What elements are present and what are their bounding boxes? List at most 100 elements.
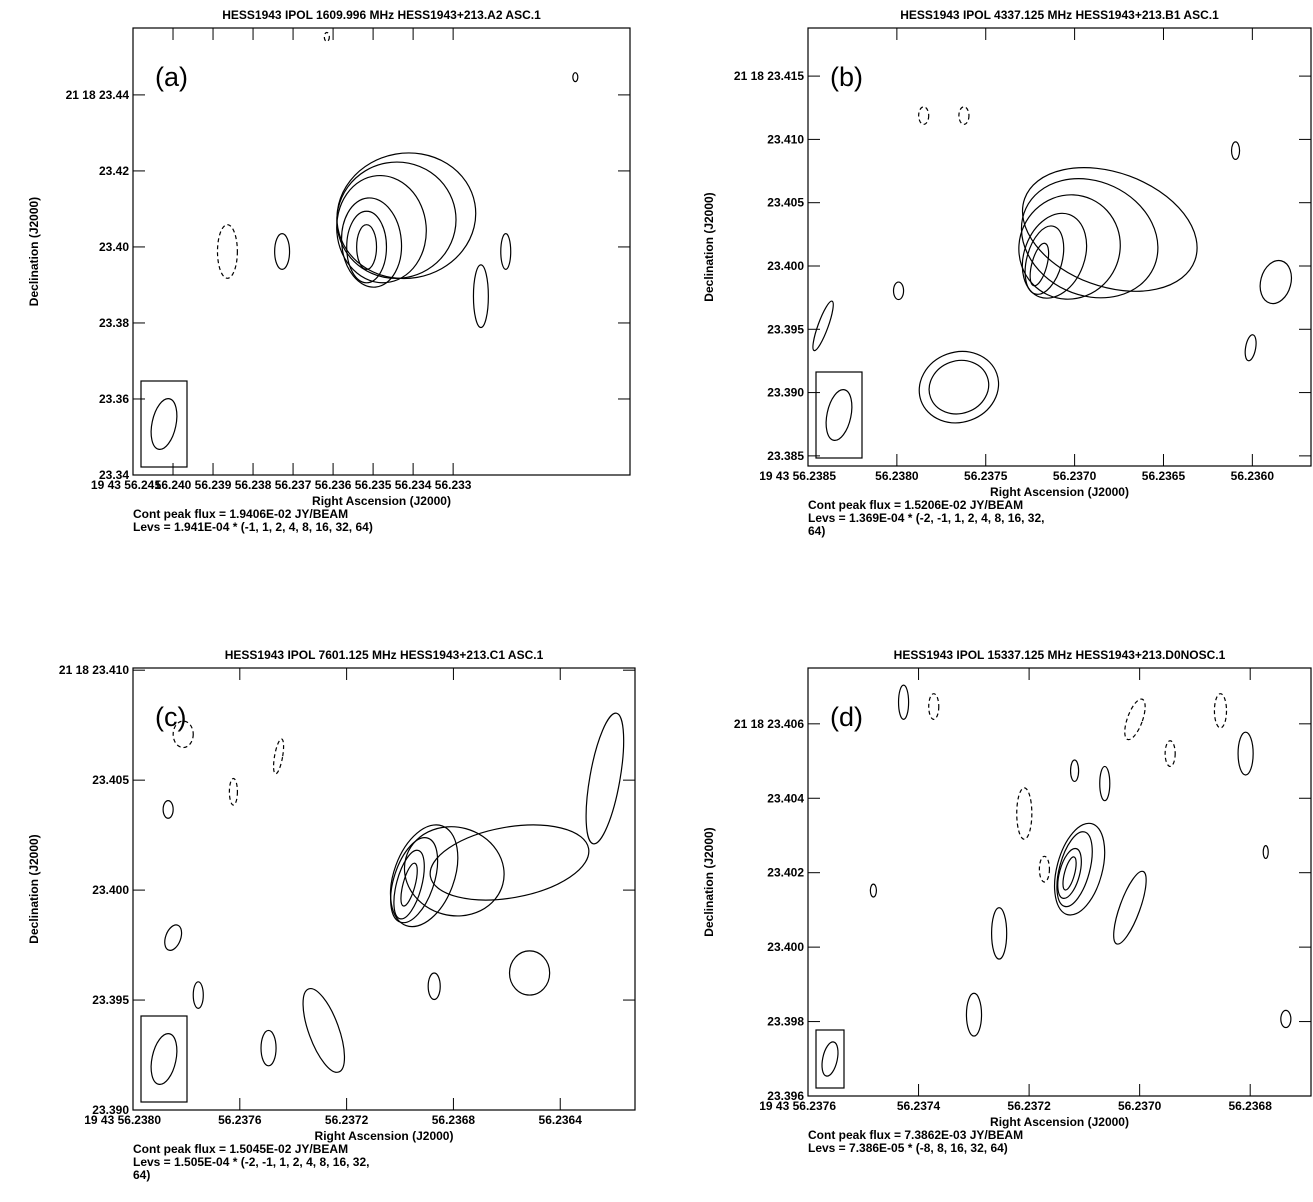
y-axis-label: Declination (J2000) — [27, 834, 41, 943]
contour — [260, 1029, 277, 1067]
beam — [821, 1041, 839, 1077]
contour — [572, 72, 579, 83]
peak-flux: Cont peak flux = 7.3862E-03 JY/BEAM — [808, 1128, 1023, 1142]
contour — [928, 359, 990, 415]
levels: 64) — [808, 524, 825, 538]
panel-title: HESS1943 IPOL 15337.125 MHz HESS1943+213… — [894, 648, 1226, 662]
y-tick-label: 23.385 — [767, 449, 804, 463]
contour — [1262, 845, 1269, 860]
y-tick-label: 23.36 — [99, 392, 129, 406]
y-tick-label: 23.390 — [767, 386, 804, 400]
panel: HESS1943 IPOL 15337.125 MHz HESS1943+213… — [702, 648, 1312, 1155]
contour — [389, 824, 459, 928]
contour — [336, 161, 457, 279]
contour — [302, 987, 346, 1073]
x-tick-label: 56.234 — [395, 478, 432, 492]
plot-frame — [807, 27, 1312, 467]
y-tick-label: 23.395 — [767, 322, 804, 336]
contour — [1024, 225, 1065, 295]
panel: HESS1943 IPOL 4337.125 MHz HESS1943+213.… — [702, 8, 1312, 538]
contour — [336, 152, 477, 280]
contour — [272, 738, 285, 775]
peak-flux: Cont peak flux = 1.5206E-02 JY/BEAM — [808, 498, 1023, 512]
contour — [1259, 259, 1293, 305]
contour — [472, 264, 489, 329]
contour — [1018, 194, 1121, 300]
contour — [1053, 822, 1106, 916]
y-tick-label: 23.404 — [767, 791, 804, 805]
contour — [1069, 759, 1080, 783]
y-tick-label: 23.400 — [92, 883, 129, 897]
contour — [1057, 847, 1082, 899]
contour — [1230, 141, 1241, 161]
y-tick-label: 23.40 — [99, 240, 129, 254]
x-tick-label: 56.237 — [275, 478, 312, 492]
y-tick-label: 21 18 23.415 — [734, 69, 804, 83]
x-tick-label: 56.2370 — [1118, 1099, 1162, 1113]
plot-frame — [132, 27, 631, 476]
y-tick-label: 23.34 — [99, 468, 129, 482]
x-axis-label: Right Ascension (J2000) — [990, 485, 1129, 499]
levels: Levs = 1.505E-04 * (-2, -1, 1, 2, 4, 8, … — [133, 1155, 369, 1169]
y-axis-label: Declination (J2000) — [27, 197, 41, 306]
contour — [585, 712, 625, 845]
x-tick-label: 56.233 — [435, 478, 472, 492]
contour — [403, 826, 505, 917]
panel-title: HESS1943 IPOL 7601.125 MHz HESS1943+213.… — [225, 648, 544, 662]
x-tick-label: 56.2364 — [539, 1113, 583, 1127]
x-axis-label: Right Ascension (J2000) — [312, 494, 451, 508]
levels: Levs = 7.386E-05 * (-8, 8, 16, 32, 64) — [808, 1141, 1008, 1155]
panel-label: (a) — [155, 62, 188, 92]
contour — [1021, 167, 1198, 292]
x-tick-label: 56.2370 — [1053, 469, 1097, 483]
contour — [1016, 787, 1033, 840]
x-axis-label: Right Ascension (J2000) — [990, 1115, 1129, 1129]
contour — [869, 883, 878, 898]
contour — [336, 174, 427, 284]
beam-box — [140, 380, 188, 468]
contour — [958, 106, 970, 125]
contour — [1113, 870, 1147, 945]
beam-box — [815, 371, 863, 459]
x-tick-label: 56.2375 — [964, 469, 1008, 483]
contour — [918, 350, 1000, 424]
x-tick-label: 56.235 — [355, 478, 392, 492]
y-tick-label: 23.405 — [767, 196, 804, 210]
y-tick-label: 21 18 23.406 — [734, 717, 804, 731]
contour — [1244, 334, 1257, 362]
contour — [1056, 831, 1093, 908]
beam-box — [815, 1029, 845, 1089]
y-tick-label: 23.396 — [767, 1089, 804, 1103]
panel: HESS1943 IPOL 1609.996 MHz HESS1943+213.… — [27, 8, 631, 534]
peak-flux: Cont peak flux = 1.5045E-02 JY/BEAM — [133, 1142, 348, 1156]
contour — [812, 300, 834, 352]
panel-label: (b) — [830, 62, 863, 92]
contour — [216, 224, 238, 279]
contour — [172, 720, 194, 749]
contour — [965, 992, 983, 1037]
contour — [1237, 731, 1254, 776]
contour — [990, 907, 1008, 960]
beam — [150, 1033, 178, 1085]
y-tick-label: 23.38 — [99, 316, 129, 330]
x-tick-label: 56.2372 — [1007, 1099, 1051, 1113]
panel-title: HESS1943 IPOL 4337.125 MHz HESS1943+213.… — [900, 8, 1219, 22]
beam — [150, 398, 178, 450]
panel-label: (d) — [830, 702, 863, 732]
y-tick-label: 23.42 — [99, 164, 129, 178]
contour — [1213, 693, 1228, 729]
contour — [393, 849, 425, 920]
contour — [1280, 1009, 1292, 1029]
contour — [1124, 698, 1146, 741]
y-tick-label: 23.398 — [767, 1015, 804, 1029]
contour — [500, 233, 512, 270]
x-tick-label: 19 43 56.2380 — [84, 1113, 161, 1127]
y-tick-label: 23.400 — [767, 940, 804, 954]
levels: Levs = 1.941E-04 * (-1, 1, 2, 4, 8, 16, … — [133, 520, 373, 534]
y-tick-label: 23.402 — [767, 866, 804, 880]
y-tick-label: 21 18 23.44 — [66, 88, 130, 102]
contour — [1038, 855, 1051, 883]
x-tick-label: 56.240 — [155, 478, 192, 492]
panel: HESS1943 IPOL 7601.125 MHz HESS1943+213.… — [27, 648, 636, 1182]
x-tick-label: 56.2372 — [325, 1113, 369, 1127]
